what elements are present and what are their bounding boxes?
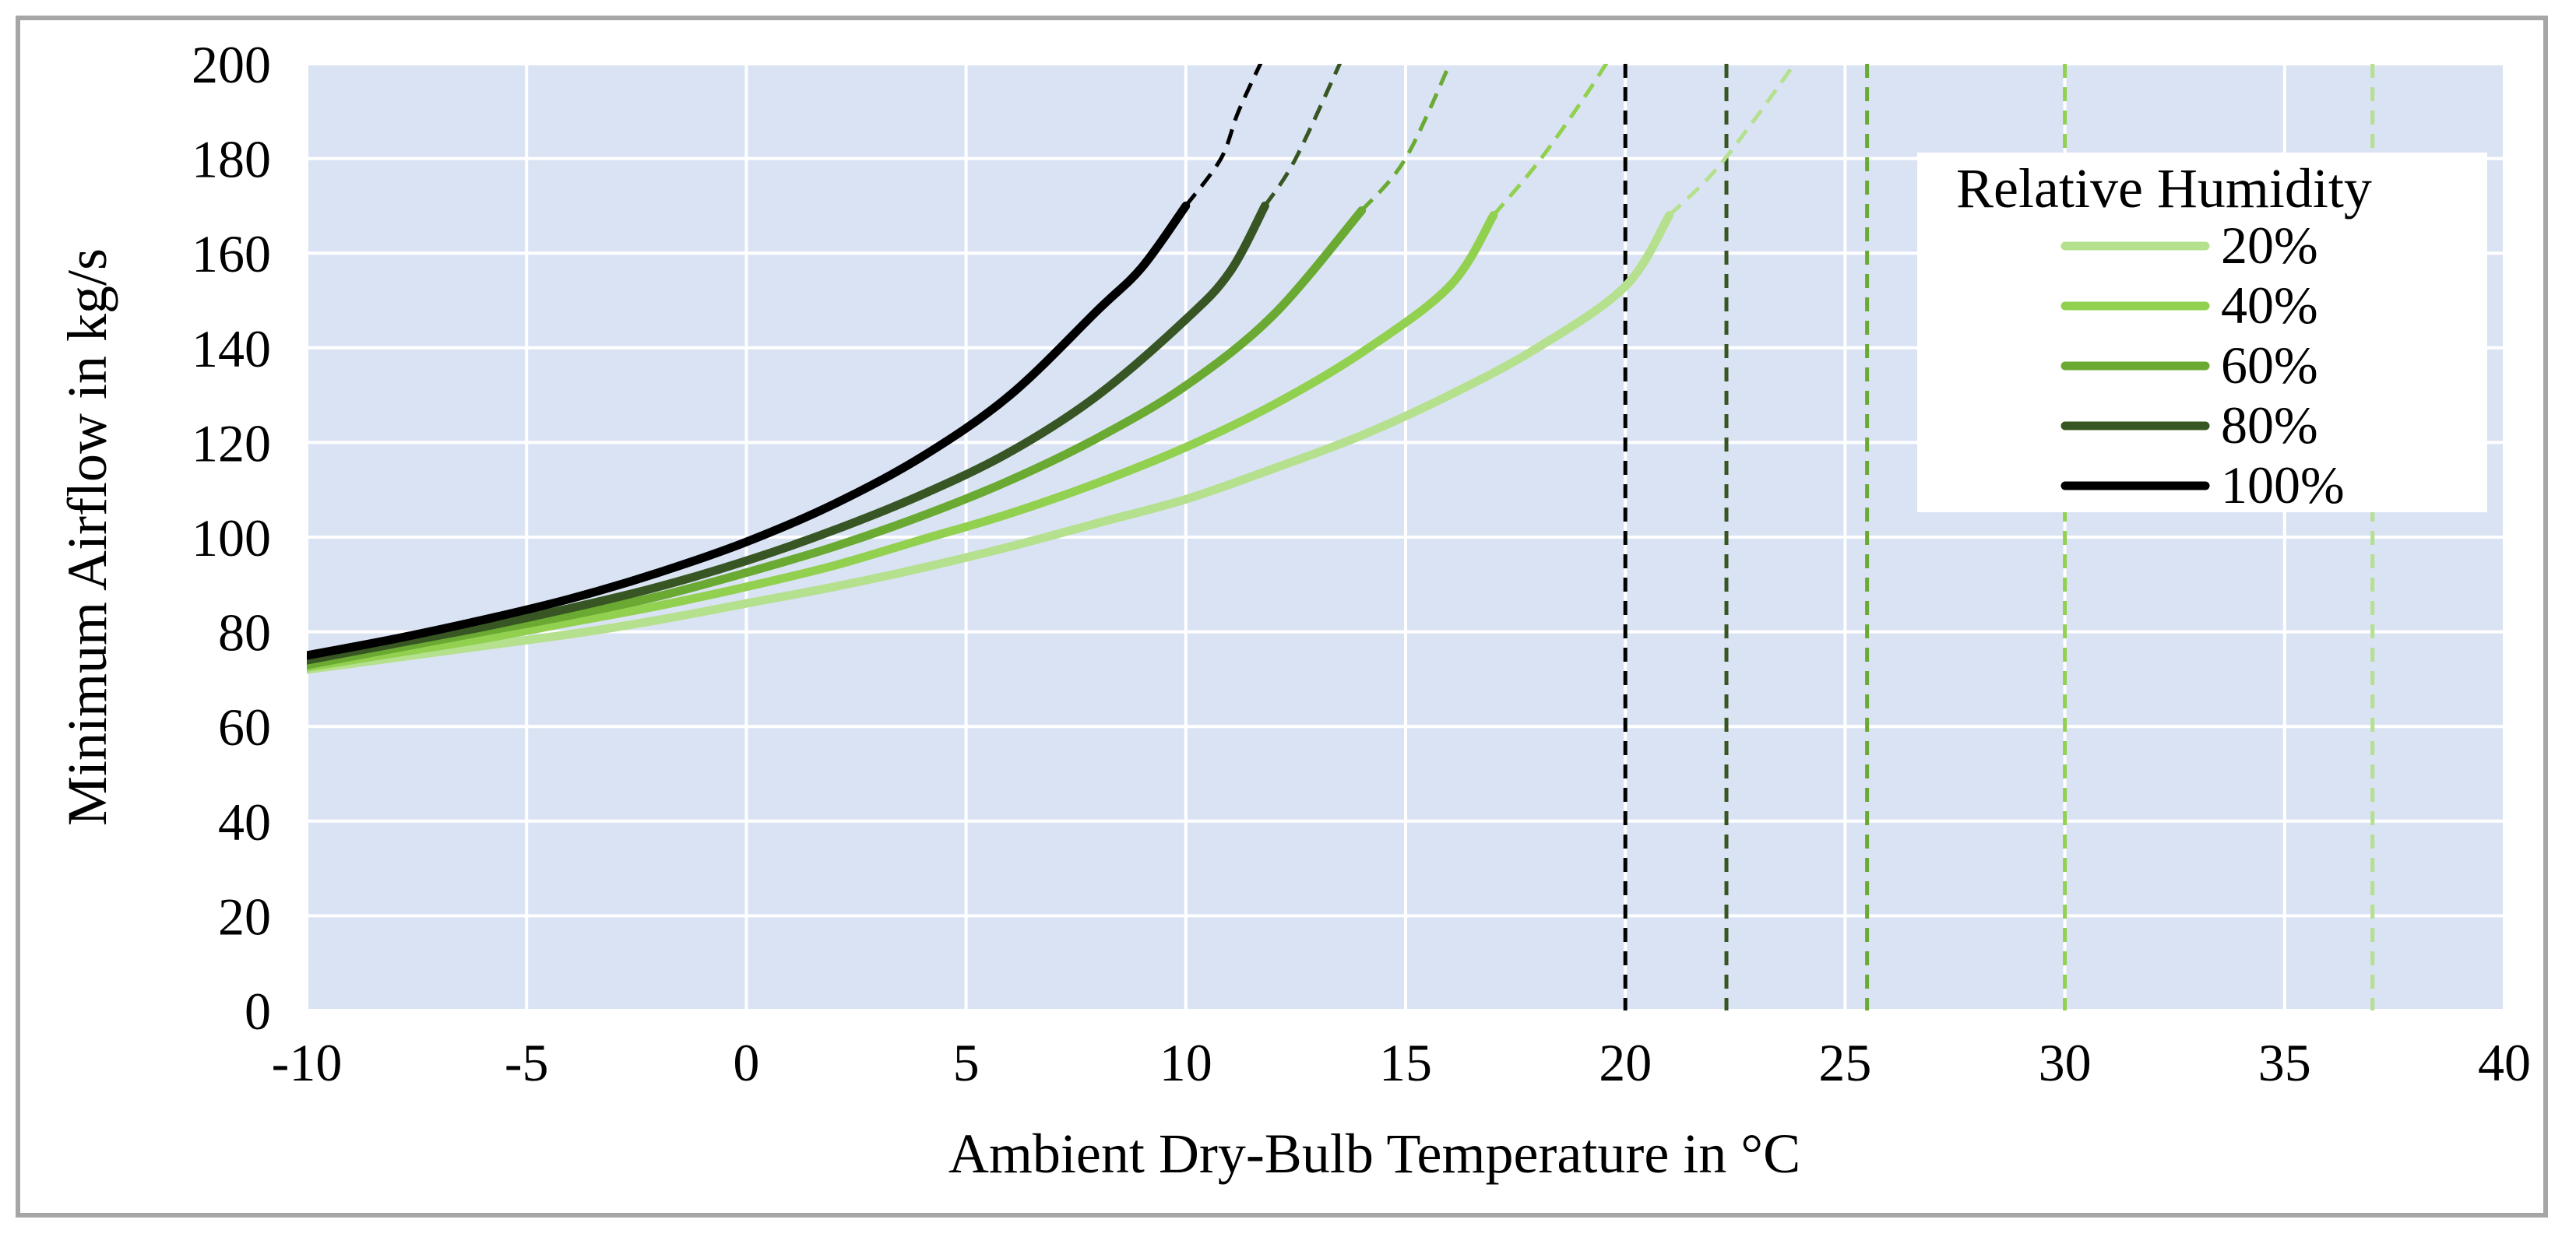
- legend-label: 100%: [2221, 455, 2345, 515]
- y-tick-label: 60: [218, 698, 271, 757]
- x-tick-label: 20: [1599, 1033, 1652, 1092]
- legend-label: 20%: [2221, 216, 2318, 275]
- series-extrapolation-40pct: [1491, 64, 1609, 217]
- y-tick-label: 0: [245, 982, 271, 1041]
- series-line-80pct: [307, 201, 1269, 665]
- legend-label: 80%: [2221, 395, 2318, 455]
- legend-label: 40%: [2221, 276, 2318, 335]
- series-extrapolation-20pct: [1667, 64, 1797, 217]
- chart-frame: 0 20 40 60 80 100 120 140 160 180 200 -10 -5 0 5 10 15 20…: [16, 16, 2548, 1218]
- legend-label: 60%: [2221, 336, 2318, 395]
- series-extrapolation-100pct: [1184, 64, 1263, 207]
- y-tick-label: 80: [218, 603, 271, 662]
- x-tick-label: 10: [1160, 1033, 1212, 1092]
- series-line-100pct: [307, 201, 1191, 660]
- x-tick-label: 15: [1379, 1033, 1432, 1092]
- y-tick-label: 120: [192, 413, 271, 473]
- y-tick-label: 140: [192, 319, 271, 378]
- x-tick-label: 25: [1818, 1033, 1871, 1092]
- series-extrapolation-60pct: [1360, 64, 1452, 213]
- x-tick-label: 30: [2039, 1033, 2092, 1092]
- y-tick-label: 20: [218, 887, 271, 946]
- series-line-60pct: [307, 206, 1367, 669]
- x-tick-label: 40: [2478, 1033, 2531, 1092]
- x-tick-label: -5: [505, 1033, 549, 1092]
- series-line-20pct: [307, 211, 1674, 674]
- legend-title: Relative Humidity: [1956, 157, 2372, 220]
- y-tick-label: 100: [192, 508, 271, 568]
- legend-box: [1917, 153, 2487, 512]
- series-extrapolation-80pct: [1263, 64, 1343, 207]
- y-tick-label: 200: [192, 35, 271, 94]
- y-axis-title: Minimum Airflow in kg/s: [56, 248, 118, 826]
- x-tick-label: 0: [733, 1033, 759, 1092]
- x-tick-label: 35: [2258, 1033, 2311, 1092]
- y-tick-label: 180: [192, 130, 271, 189]
- airflow-chart: 0 20 40 60 80 100 120 140 160 180 200 -10 -5 0 5 10 15 20…: [56, 35, 2531, 1185]
- legend: Relative Humidity 20%40%60%80%100%: [1917, 153, 2487, 515]
- x-tick-label: -10: [272, 1033, 343, 1092]
- y-tick-label: 160: [192, 224, 271, 283]
- x-axis-title: Ambient Dry-Bulb Temperature in °C: [948, 1123, 1800, 1185]
- y-tick-label: 40: [218, 792, 271, 852]
- series-line-40pct: [307, 211, 1498, 672]
- x-tick-label: 5: [953, 1033, 980, 1092]
